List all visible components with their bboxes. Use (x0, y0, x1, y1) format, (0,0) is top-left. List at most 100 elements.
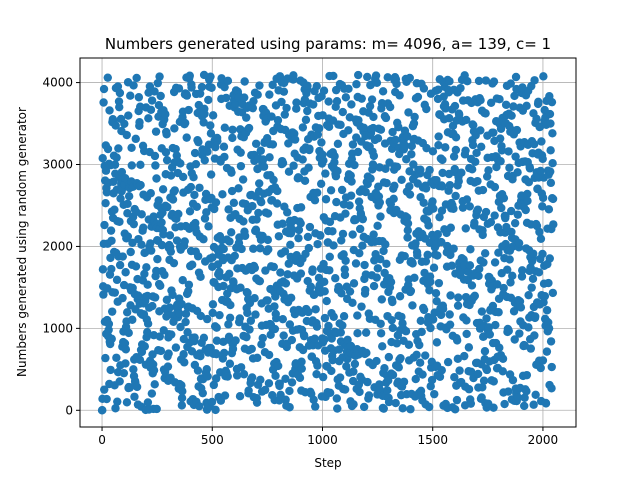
data-point (112, 353, 121, 362)
data-point (452, 336, 462, 345)
data-point (517, 272, 527, 281)
data-point (272, 199, 282, 208)
data-point (143, 280, 152, 289)
data-point (340, 270, 350, 280)
data-point (473, 205, 483, 214)
data-point (508, 271, 517, 281)
data-point (110, 288, 120, 297)
data-point (98, 406, 107, 415)
data-point (185, 207, 195, 216)
data-point (166, 247, 176, 256)
data-point (538, 193, 548, 203)
data-point (155, 72, 164, 81)
data-point (265, 90, 274, 99)
data-point (451, 133, 461, 142)
data-point (285, 320, 295, 329)
data-point (284, 139, 293, 148)
data-point (421, 184, 431, 193)
data-point (301, 115, 311, 125)
data-point (150, 87, 159, 96)
data-point (403, 132, 412, 141)
data-point (400, 141, 410, 150)
data-point (422, 143, 431, 153)
data-point (358, 214, 368, 224)
data-point (526, 344, 536, 353)
data-point (409, 160, 418, 169)
data-point (435, 372, 445, 381)
data-point (546, 337, 556, 346)
data-point (135, 118, 144, 127)
data-point (388, 297, 397, 307)
data-point (251, 310, 260, 319)
data-point (525, 164, 535, 173)
data-point (325, 217, 335, 227)
data-point (326, 388, 335, 398)
data-point (476, 126, 485, 135)
data-point (373, 221, 382, 230)
data-point (106, 226, 116, 235)
data-point (151, 161, 160, 170)
data-point (346, 191, 356, 200)
data-point (178, 172, 188, 182)
data-point (530, 331, 539, 340)
data-point (450, 164, 459, 174)
data-point (248, 103, 258, 113)
data-point (287, 335, 297, 345)
data-point (443, 241, 452, 251)
data-point (152, 404, 161, 414)
data-point (332, 197, 341, 207)
data-point (376, 255, 385, 264)
data-point (539, 298, 548, 307)
data-point (101, 198, 110, 208)
data-point (451, 145, 461, 155)
data-point (101, 353, 110, 363)
data-point (484, 323, 494, 332)
data-point (489, 403, 498, 412)
data-point (378, 342, 387, 351)
data-point (202, 208, 211, 217)
data-point (489, 377, 498, 386)
data-point (242, 332, 251, 342)
data-point (426, 277, 435, 286)
data-point (337, 185, 347, 195)
data-point (204, 95, 213, 105)
data-point (238, 175, 248, 184)
data-point (283, 208, 292, 217)
data-point (128, 315, 137, 324)
data-point (329, 71, 338, 81)
data-point (171, 144, 180, 154)
data-point (258, 333, 267, 343)
x-axis-label: Step (314, 456, 341, 470)
data-point (400, 251, 409, 261)
data-point (453, 301, 463, 310)
data-point (122, 398, 132, 407)
data-point (183, 328, 192, 337)
data-point (504, 387, 513, 396)
data-point (446, 291, 455, 300)
data-point (169, 258, 179, 268)
data-point (165, 303, 174, 312)
data-point (353, 311, 362, 320)
data-point (206, 129, 216, 138)
data-point (328, 227, 337, 236)
data-point (546, 167, 555, 176)
data-point (253, 90, 262, 99)
data-point (190, 148, 200, 158)
data-point (328, 355, 337, 365)
data-point (454, 110, 464, 119)
data-point (292, 104, 301, 113)
data-point (329, 241, 338, 250)
data-point (332, 97, 342, 106)
data-point (264, 350, 274, 360)
data-point (425, 165, 434, 175)
data-point (489, 128, 498, 137)
data-point (111, 121, 120, 130)
data-point (280, 110, 289, 119)
data-point (479, 258, 488, 267)
data-point (538, 356, 548, 365)
data-point (482, 314, 491, 323)
data-point (267, 112, 276, 121)
data-point (189, 173, 198, 182)
data-point (395, 91, 404, 100)
